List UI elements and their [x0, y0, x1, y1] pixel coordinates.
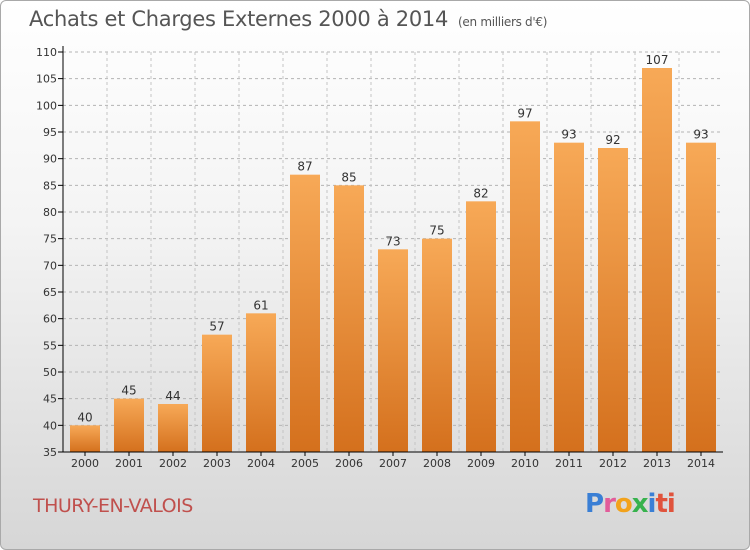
data-label-2009: 82: [473, 186, 488, 200]
bar-2011: [554, 142, 584, 452]
bar-2009: [466, 201, 496, 452]
bar-2001: [114, 398, 144, 452]
data-label-2007: 73: [385, 234, 400, 248]
chart-title-text: Achats et Charges Externes 2000 à 2014: [29, 7, 449, 31]
x-tick-label: 2003: [203, 457, 231, 470]
x-tick-label: 2002: [159, 457, 187, 470]
x-tick-label: 2008: [423, 457, 451, 470]
bar-2013: [642, 68, 672, 452]
x-tick-label: 2014: [687, 457, 715, 470]
x-tick-label: 2006: [335, 457, 363, 470]
y-tick-label: 55: [43, 339, 57, 352]
bar-2007: [378, 249, 408, 452]
x-tick-label: 2012: [599, 457, 627, 470]
y-tick-label: 75: [43, 233, 57, 246]
bar-2014: [686, 142, 716, 452]
x-tick-label: 2001: [115, 457, 143, 470]
data-label-2006: 85: [341, 170, 356, 184]
chart-title: Achats et Charges Externes 2000 à 2014 (e…: [29, 7, 547, 31]
y-tick-label: 100: [36, 99, 57, 112]
commune-name: THURY-EN-VALOIS: [33, 495, 193, 517]
bar-2004: [246, 313, 276, 452]
data-label-2003: 57: [209, 320, 224, 334]
y-tick-label: 85: [43, 179, 57, 192]
data-label-2005: 87: [297, 160, 312, 174]
x-tick-label: 2005: [291, 457, 319, 470]
bar-2002: [158, 404, 188, 452]
data-label-2012: 92: [605, 133, 620, 147]
bar-2012: [598, 148, 628, 452]
y-tick-label: 70: [43, 259, 57, 272]
bar-2008: [422, 238, 452, 452]
y-tick-label: 40: [43, 419, 57, 432]
chart-unit-note: (en milliers d'€): [458, 15, 548, 29]
x-tick-label: 2004: [247, 457, 275, 470]
bar-2006: [334, 185, 364, 453]
y-tick-label: 35: [43, 446, 57, 459]
data-label-2011: 93: [561, 128, 576, 142]
x-tick-label: 2009: [467, 457, 495, 470]
x-tick-label: 2000: [71, 457, 99, 470]
data-labels: 40 45 44 57 61 87 85 73 75 82 97 93 92 107 93: [77, 53, 708, 424]
axes: 35 40 45 50 55 60 65 70 75 80 85 90 95 100 105 110 2000 2…: [36, 46, 723, 470]
y-tick-label: 90: [43, 153, 57, 166]
data-label-2014: 93: [693, 128, 708, 142]
data-label-2008: 75: [429, 224, 444, 238]
data-label-2013: 107: [646, 53, 669, 67]
bar-2005: [290, 174, 320, 452]
data-label-2004: 61: [253, 298, 268, 312]
y-tick-label: 105: [36, 73, 57, 86]
y-tick-label: 50: [43, 366, 57, 379]
y-tick-label: 80: [43, 206, 57, 219]
y-tick-label: 65: [43, 286, 57, 299]
bar-2003: [202, 334, 232, 452]
y-tick-label: 45: [43, 393, 57, 406]
bar-2000: [70, 425, 100, 452]
data-label-2001: 45: [121, 384, 136, 398]
proxiti-logo: Proxiti: [585, 489, 676, 519]
y-tick-label: 95: [43, 126, 57, 139]
x-tick-label: 2011: [555, 457, 583, 470]
y-tick-label: 60: [43, 313, 57, 326]
data-label-2010: 97: [517, 106, 532, 120]
bar-2010: [510, 121, 540, 452]
data-label-2000: 40: [77, 410, 92, 424]
x-tick-label: 2010: [511, 457, 539, 470]
x-tick-label: 2013: [643, 457, 671, 470]
y-tick-label: 110: [36, 46, 57, 59]
x-tick-label: 2007: [379, 457, 407, 470]
data-label-2002: 44: [165, 389, 180, 403]
bars: [70, 68, 716, 453]
